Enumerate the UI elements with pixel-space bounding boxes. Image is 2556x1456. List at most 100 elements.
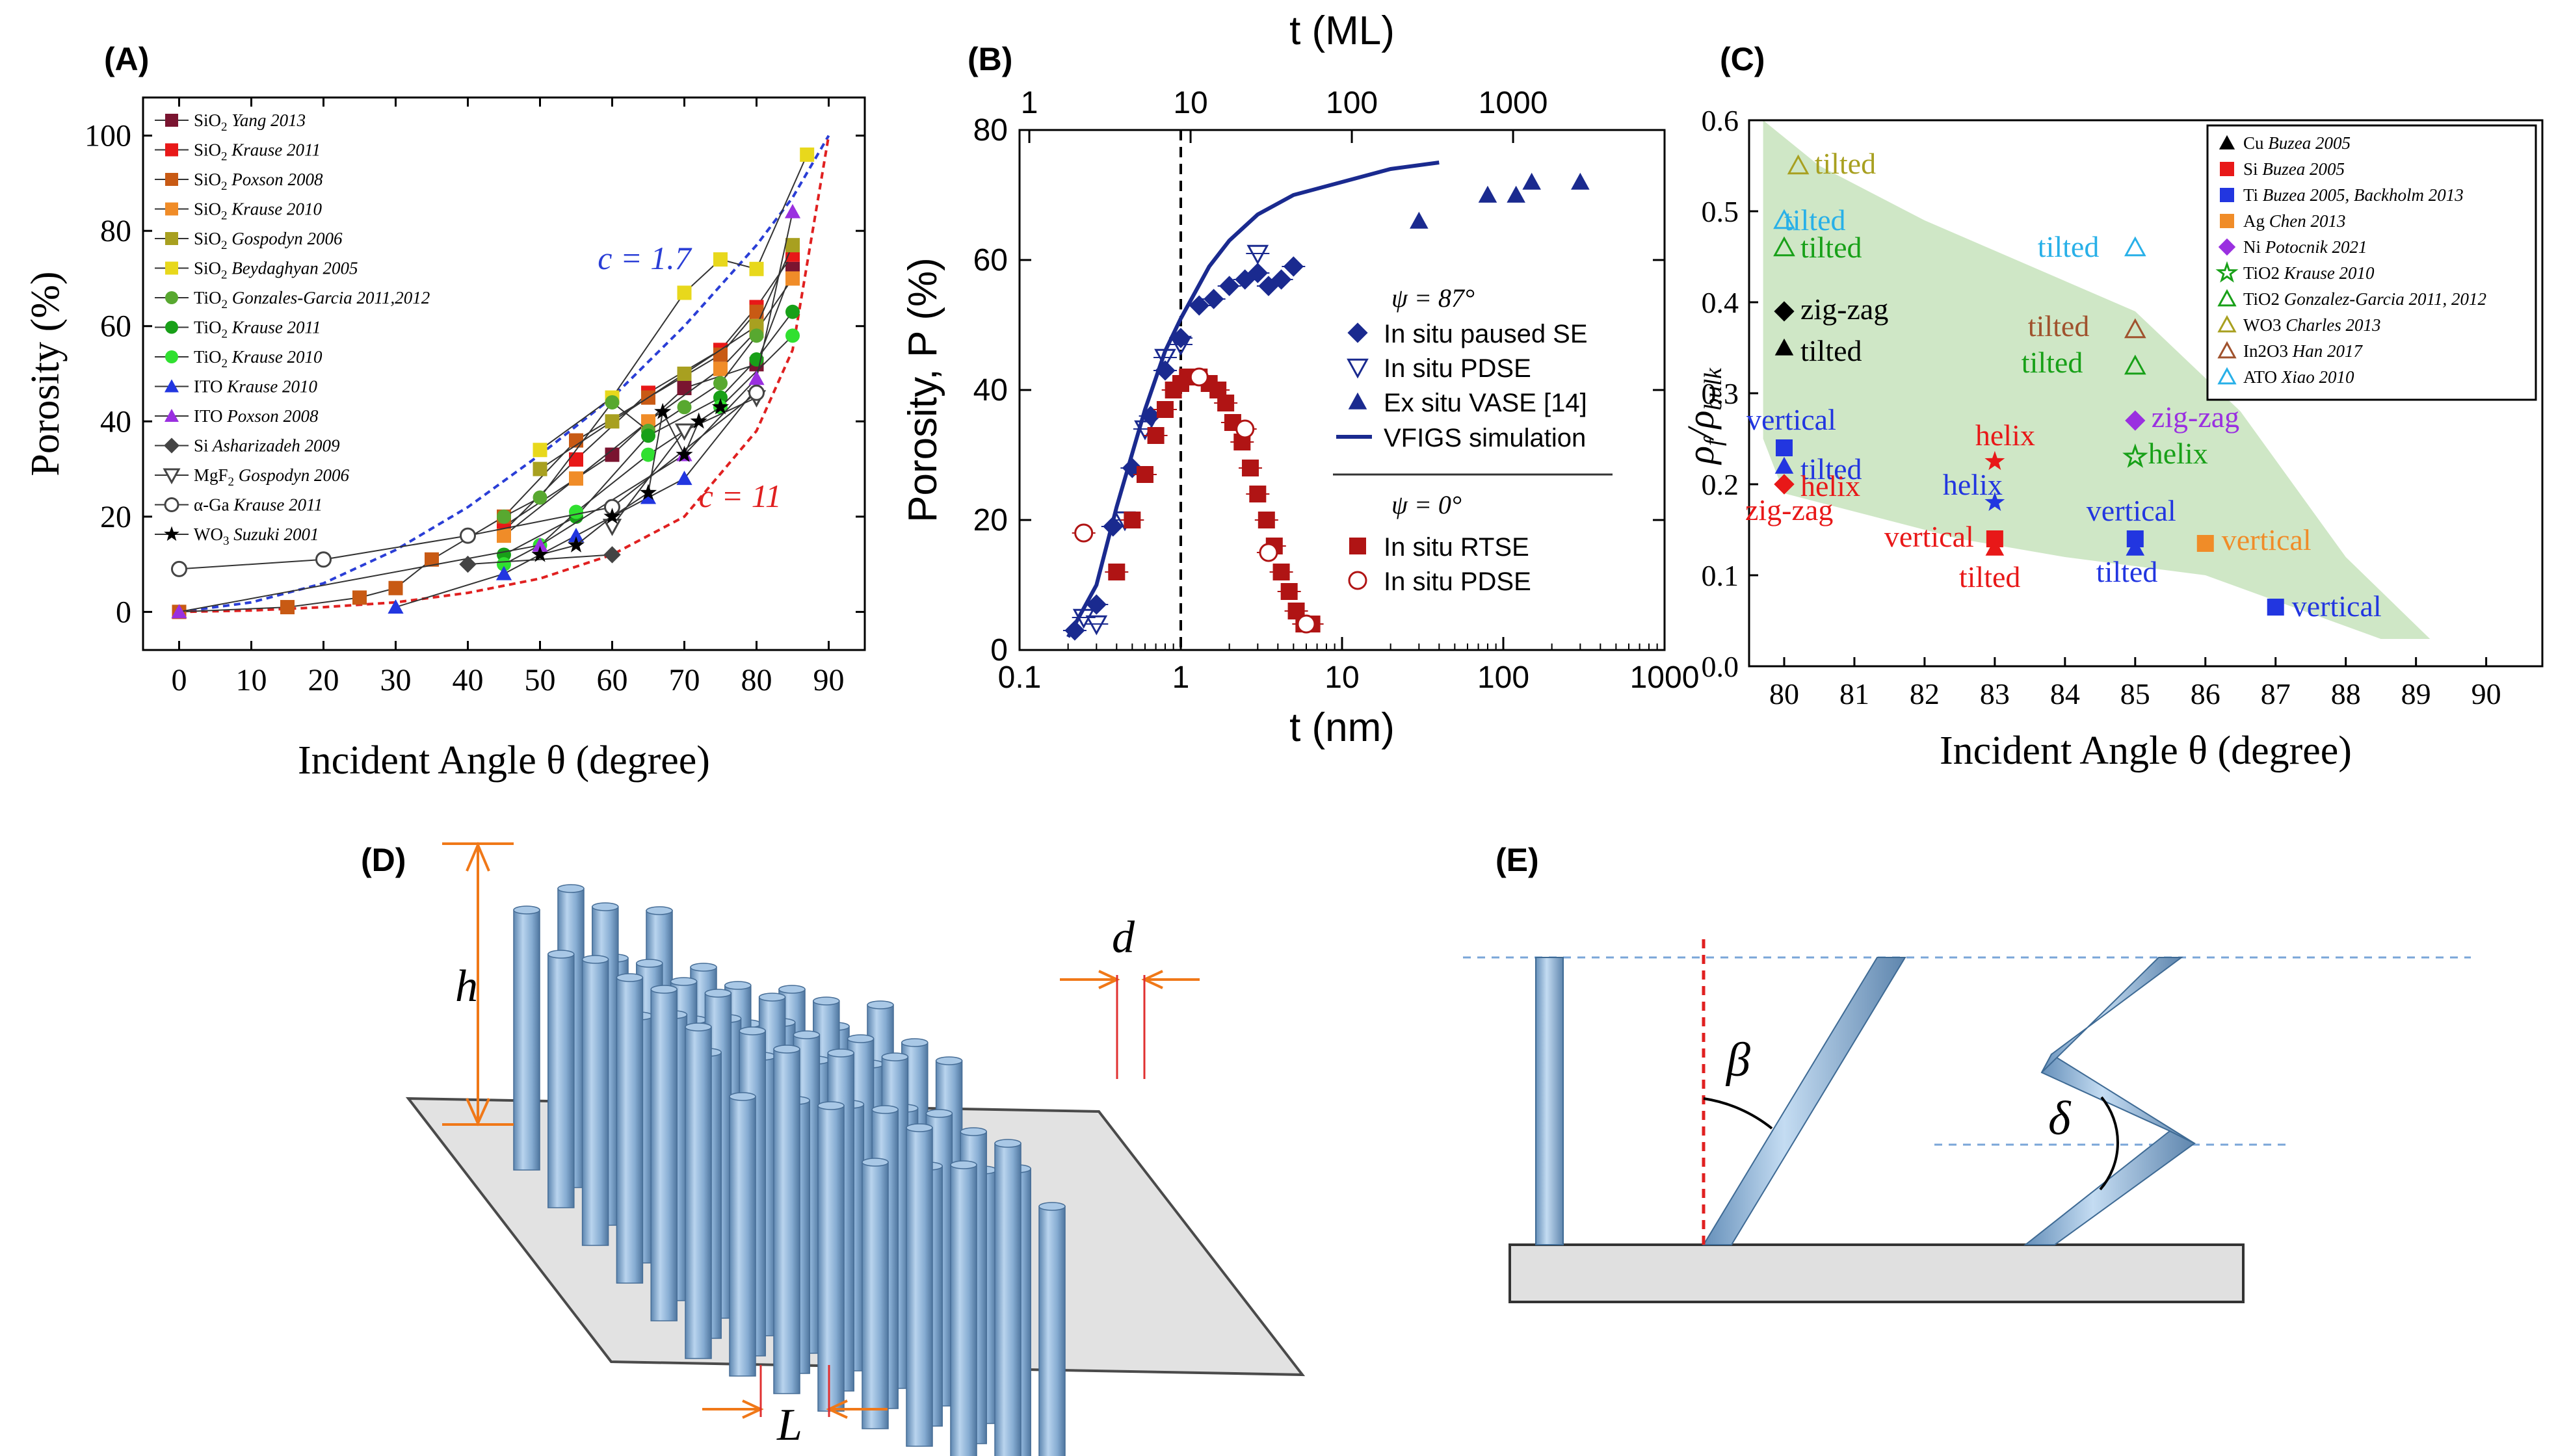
- legend-marker: [2217, 367, 2237, 385]
- y-tick-label: 0.0: [1702, 650, 1739, 683]
- panel-c-axes: 80 81 82 83 84 85 86 87 88 89 90 0.0 0.1 0.2 0.3 0.4 0.5…: [1702, 104, 2501, 710]
- data-point: [280, 600, 295, 615]
- data-point: [1410, 211, 1429, 229]
- nanorod-top: [729, 1092, 756, 1101]
- legend-marker: [164, 497, 179, 512]
- data-point: [1571, 172, 1590, 190]
- data-point: [459, 555, 477, 573]
- data-point: [676, 445, 693, 462]
- data-point: [1297, 614, 1316, 634]
- legend-marker: [2220, 188, 2234, 202]
- legend-label: VFIGS simulation: [1384, 424, 1586, 452]
- data-point: [1522, 172, 1541, 190]
- y-tick-label: 0.2: [1702, 468, 1739, 501]
- data-point: [677, 400, 692, 415]
- data-point: [2122, 443, 2148, 468]
- point-label: tilted: [1800, 452, 1862, 486]
- panel-d: (D) h d L: [361, 841, 1306, 1456]
- data-point: [171, 560, 187, 577]
- data-point: [1984, 491, 2005, 512]
- panel-a-legend: SiO2 Yang 2013 SiO2 Krause 2011 SiO2 Poxso…: [155, 110, 430, 548]
- data-point: [533, 443, 547, 458]
- data-point: [569, 452, 583, 467]
- curve-label-c17: c = 1.7: [598, 240, 692, 276]
- data-point: [1774, 456, 1794, 474]
- data-point: [1074, 523, 1094, 543]
- panel-b-legend: ψ = 87° In situ paused SE In situ PDSE Ex s…: [1333, 283, 1613, 596]
- data-point: [1774, 338, 1794, 356]
- data-point: [1155, 360, 1176, 381]
- data-point: [603, 508, 621, 524]
- nanorod: [862, 1162, 889, 1429]
- nanorod-top: [592, 902, 619, 911]
- legend-marker: [1349, 538, 1366, 554]
- zigzag-lower-segment: [2023, 1130, 2196, 1245]
- svg-text:ρf/ρbulk: ρf/ρbulk: [1680, 367, 1727, 465]
- data-point: [2267, 599, 2284, 616]
- data-point: [641, 428, 655, 443]
- dimension-L: [702, 1365, 888, 1419]
- point-label: tilted: [2022, 346, 2083, 379]
- dimension-h: [442, 841, 514, 1126]
- x-tick-label: 88: [2331, 677, 2361, 710]
- nanorod: [994, 1143, 1021, 1456]
- panel-a: (A) 0 10 20 30 40 50 60 70 80 90 0 20 40 60 80 100 c = …: [23, 41, 866, 783]
- data-point: [1280, 583, 1298, 600]
- label-h: h: [455, 961, 478, 1011]
- data-point: [1124, 512, 1141, 528]
- panel-d-label: (D): [361, 842, 406, 878]
- nanorod-top: [650, 985, 678, 994]
- nanorod: [547, 954, 575, 1208]
- data-point: [531, 545, 549, 562]
- data-point: [713, 376, 728, 391]
- data-point: [1147, 427, 1165, 444]
- legend-label: Cu Buzea 2005: [2243, 133, 2351, 153]
- x-tick-label: 0.1: [998, 660, 1042, 695]
- legend-marker: [1348, 571, 1367, 590]
- data-point: [567, 536, 585, 552]
- nanorod-top: [862, 1158, 889, 1167]
- x-tick-label: 86: [2191, 677, 2220, 710]
- x-tick-label: 60: [597, 663, 628, 697]
- data-point: [2196, 535, 2214, 552]
- x-tick-label: 1000: [1630, 660, 1700, 695]
- legend-label: WO3 Suzuki 2001: [194, 525, 319, 548]
- legend-box: [2206, 124, 2537, 401]
- legend-marker: [1348, 392, 1367, 410]
- legend-label: Ni Potocnik 2021: [2243, 237, 2367, 257]
- legend-label: Ag Chen 2013: [2243, 211, 2346, 231]
- panel-e: (E) β δ: [1463, 842, 2471, 1303]
- x-tick-label: 80: [741, 663, 772, 697]
- data-point: [1773, 209, 1795, 229]
- legend-label: In situ PDSE: [1384, 354, 1531, 383]
- legend-label: SiO2 Beydaghyan 2005: [194, 259, 358, 282]
- data-point: [602, 519, 622, 536]
- legend-psi0: ψ = 0°: [1391, 490, 1462, 519]
- data-point: [641, 447, 655, 462]
- data-point: [640, 489, 657, 504]
- top-tick-label: 10: [1173, 86, 1207, 120]
- panel-b-label: (B): [968, 41, 1012, 77]
- x-tick-label: 50: [525, 663, 556, 697]
- data-point: [785, 328, 800, 343]
- legend-marker: [2218, 238, 2236, 256]
- data-point: [674, 423, 694, 441]
- data-point: [569, 471, 583, 486]
- substrate-block: [1509, 1243, 2245, 1303]
- data-point: [784, 203, 801, 218]
- nanorod-top: [670, 977, 698, 986]
- data-point: [713, 347, 728, 362]
- legend-label: Ex situ VASE [14]: [1384, 389, 1587, 417]
- x-tick-label: 30: [380, 663, 412, 697]
- y-tick-label: 0: [116, 595, 131, 629]
- x-tick-label: 90: [2471, 677, 2501, 710]
- legend-label: SiO2 Gospodyn 2006: [194, 229, 343, 252]
- data-point: [748, 370, 765, 385]
- legend-marker: [165, 232, 178, 245]
- point-label: tilted: [1815, 147, 1877, 180]
- data-point: [2124, 318, 2146, 339]
- point-label: zig-zag: [1745, 493, 1833, 526]
- nanorod: [773, 1048, 800, 1394]
- x-tick-label: 84: [2050, 677, 2080, 710]
- legend-marker: [165, 143, 178, 157]
